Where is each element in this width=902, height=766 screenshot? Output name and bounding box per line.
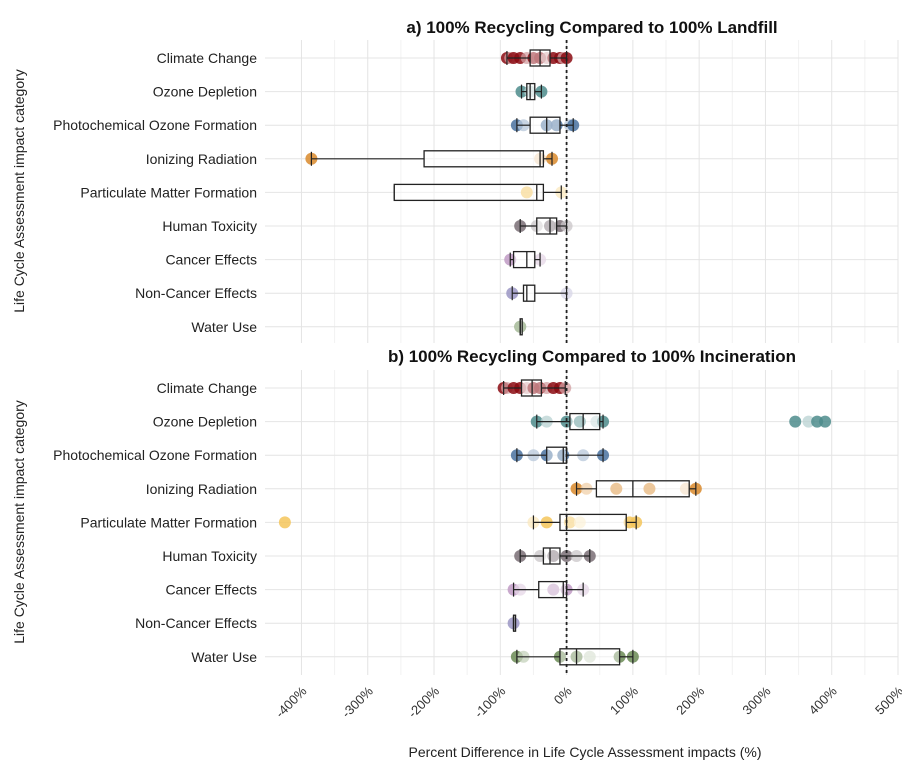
category-label: Ozone Depletion [153, 84, 257, 100]
x-tick-label: 200% [673, 683, 707, 717]
category-group: Particulate Matter Formation [80, 513, 643, 532]
category-group: Photochemical Ozone Formation [53, 116, 580, 134]
x-tick-label: 100% [607, 683, 641, 717]
x-tick-label: 0% [551, 683, 575, 707]
category-group: Ozone Depletion [153, 82, 548, 101]
data-point [573, 516, 586, 529]
category-group: Ionizing Radiation [146, 480, 702, 498]
data-point [802, 415, 815, 428]
x-axis: -400% -300% -200% -100% 0% 100% 200% 300% 400% 50… [272, 683, 902, 720]
box [529, 116, 561, 134]
category-label: Particulate Matter Formation [80, 184, 257, 200]
category-group: Ionizing Radiation [146, 150, 559, 168]
panel-a: a) 100% Recycling Compared to 100% Landf… [11, 18, 899, 343]
category-group: Cancer Effects [165, 250, 547, 269]
category-group: Human Toxicity [162, 547, 596, 565]
x-tick-label: -100% [471, 683, 508, 720]
x-tick-label: 500% [872, 683, 902, 717]
category-label: Photochemical Ozone Formation [53, 447, 257, 463]
box [559, 648, 621, 666]
y-axis-label: Life Cycle Assessment impact category [11, 69, 27, 313]
category-label: Ionizing Radiation [146, 151, 257, 167]
grid-lines [265, 40, 899, 343]
data-point [610, 482, 623, 495]
category-label: Human Toxicity [162, 218, 257, 234]
category-group: Climate Change [157, 49, 573, 67]
box [538, 580, 568, 599]
category-label: Non-Cancer Effects [135, 285, 257, 301]
data-point [547, 583, 560, 596]
data-point [278, 516, 291, 529]
x-tick-label: 300% [739, 683, 773, 717]
box [423, 150, 545, 168]
x-axis-label: Percent Difference in Life Cycle Assessm… [409, 744, 762, 760]
box [536, 217, 558, 235]
category-label: Water Use [191, 649, 257, 665]
data-point [819, 415, 832, 428]
category-label: Ionizing Radiation [146, 481, 257, 497]
category-group: Water Use [191, 318, 527, 336]
category-group: Non-Cancer Effects [135, 614, 520, 632]
box [512, 250, 536, 269]
data-point [520, 186, 533, 199]
category-label: Photochemical Ozone Formation [53, 117, 257, 133]
data-point [583, 650, 596, 663]
category-label: Climate Change [157, 50, 258, 66]
category-label: Human Toxicity [162, 548, 257, 564]
box [569, 412, 601, 431]
category-label: Non-Cancer Effects [135, 615, 257, 631]
category-label: Water Use [191, 319, 257, 335]
x-tick-label: -200% [405, 683, 442, 720]
category-group: Particulate Matter Formation [80, 183, 568, 202]
box [393, 183, 545, 202]
x-tick-label: 400% [806, 683, 840, 717]
box [542, 547, 561, 565]
category-label: Cancer Effects [165, 252, 257, 268]
data-point [643, 482, 656, 495]
category-group: Ozone Depletion [153, 412, 832, 431]
data-point [789, 415, 802, 428]
category-label: Particulate Matter Formation [80, 514, 257, 530]
box [522, 284, 536, 302]
category-group: Climate Change [157, 379, 572, 397]
y-axis-label: Life Cycle Assessment impact category [11, 400, 27, 644]
category-group: Water Use [191, 648, 639, 666]
category-group: Cancer Effects [165, 580, 590, 599]
category-label: Climate Change [157, 380, 258, 396]
category-label: Ozone Depletion [153, 414, 257, 430]
box [526, 82, 536, 101]
category-group: Human Toxicity [162, 217, 573, 235]
box [559, 513, 627, 532]
panel-title: a) 100% Recycling Compared to 100% Landf… [406, 18, 777, 37]
panel-title: b) 100% Recycling Compared to 100% Incin… [388, 347, 796, 366]
box [520, 379, 543, 397]
x-tick-label: -300% [339, 683, 376, 720]
category-group: Photochemical Ozone Formation [53, 446, 610, 464]
category-label: Cancer Effects [165, 582, 257, 598]
box [595, 480, 690, 498]
panel-b: b) 100% Recycling Compared to 100% Incin… [11, 347, 899, 675]
x-tick-label: -400% [272, 683, 309, 720]
